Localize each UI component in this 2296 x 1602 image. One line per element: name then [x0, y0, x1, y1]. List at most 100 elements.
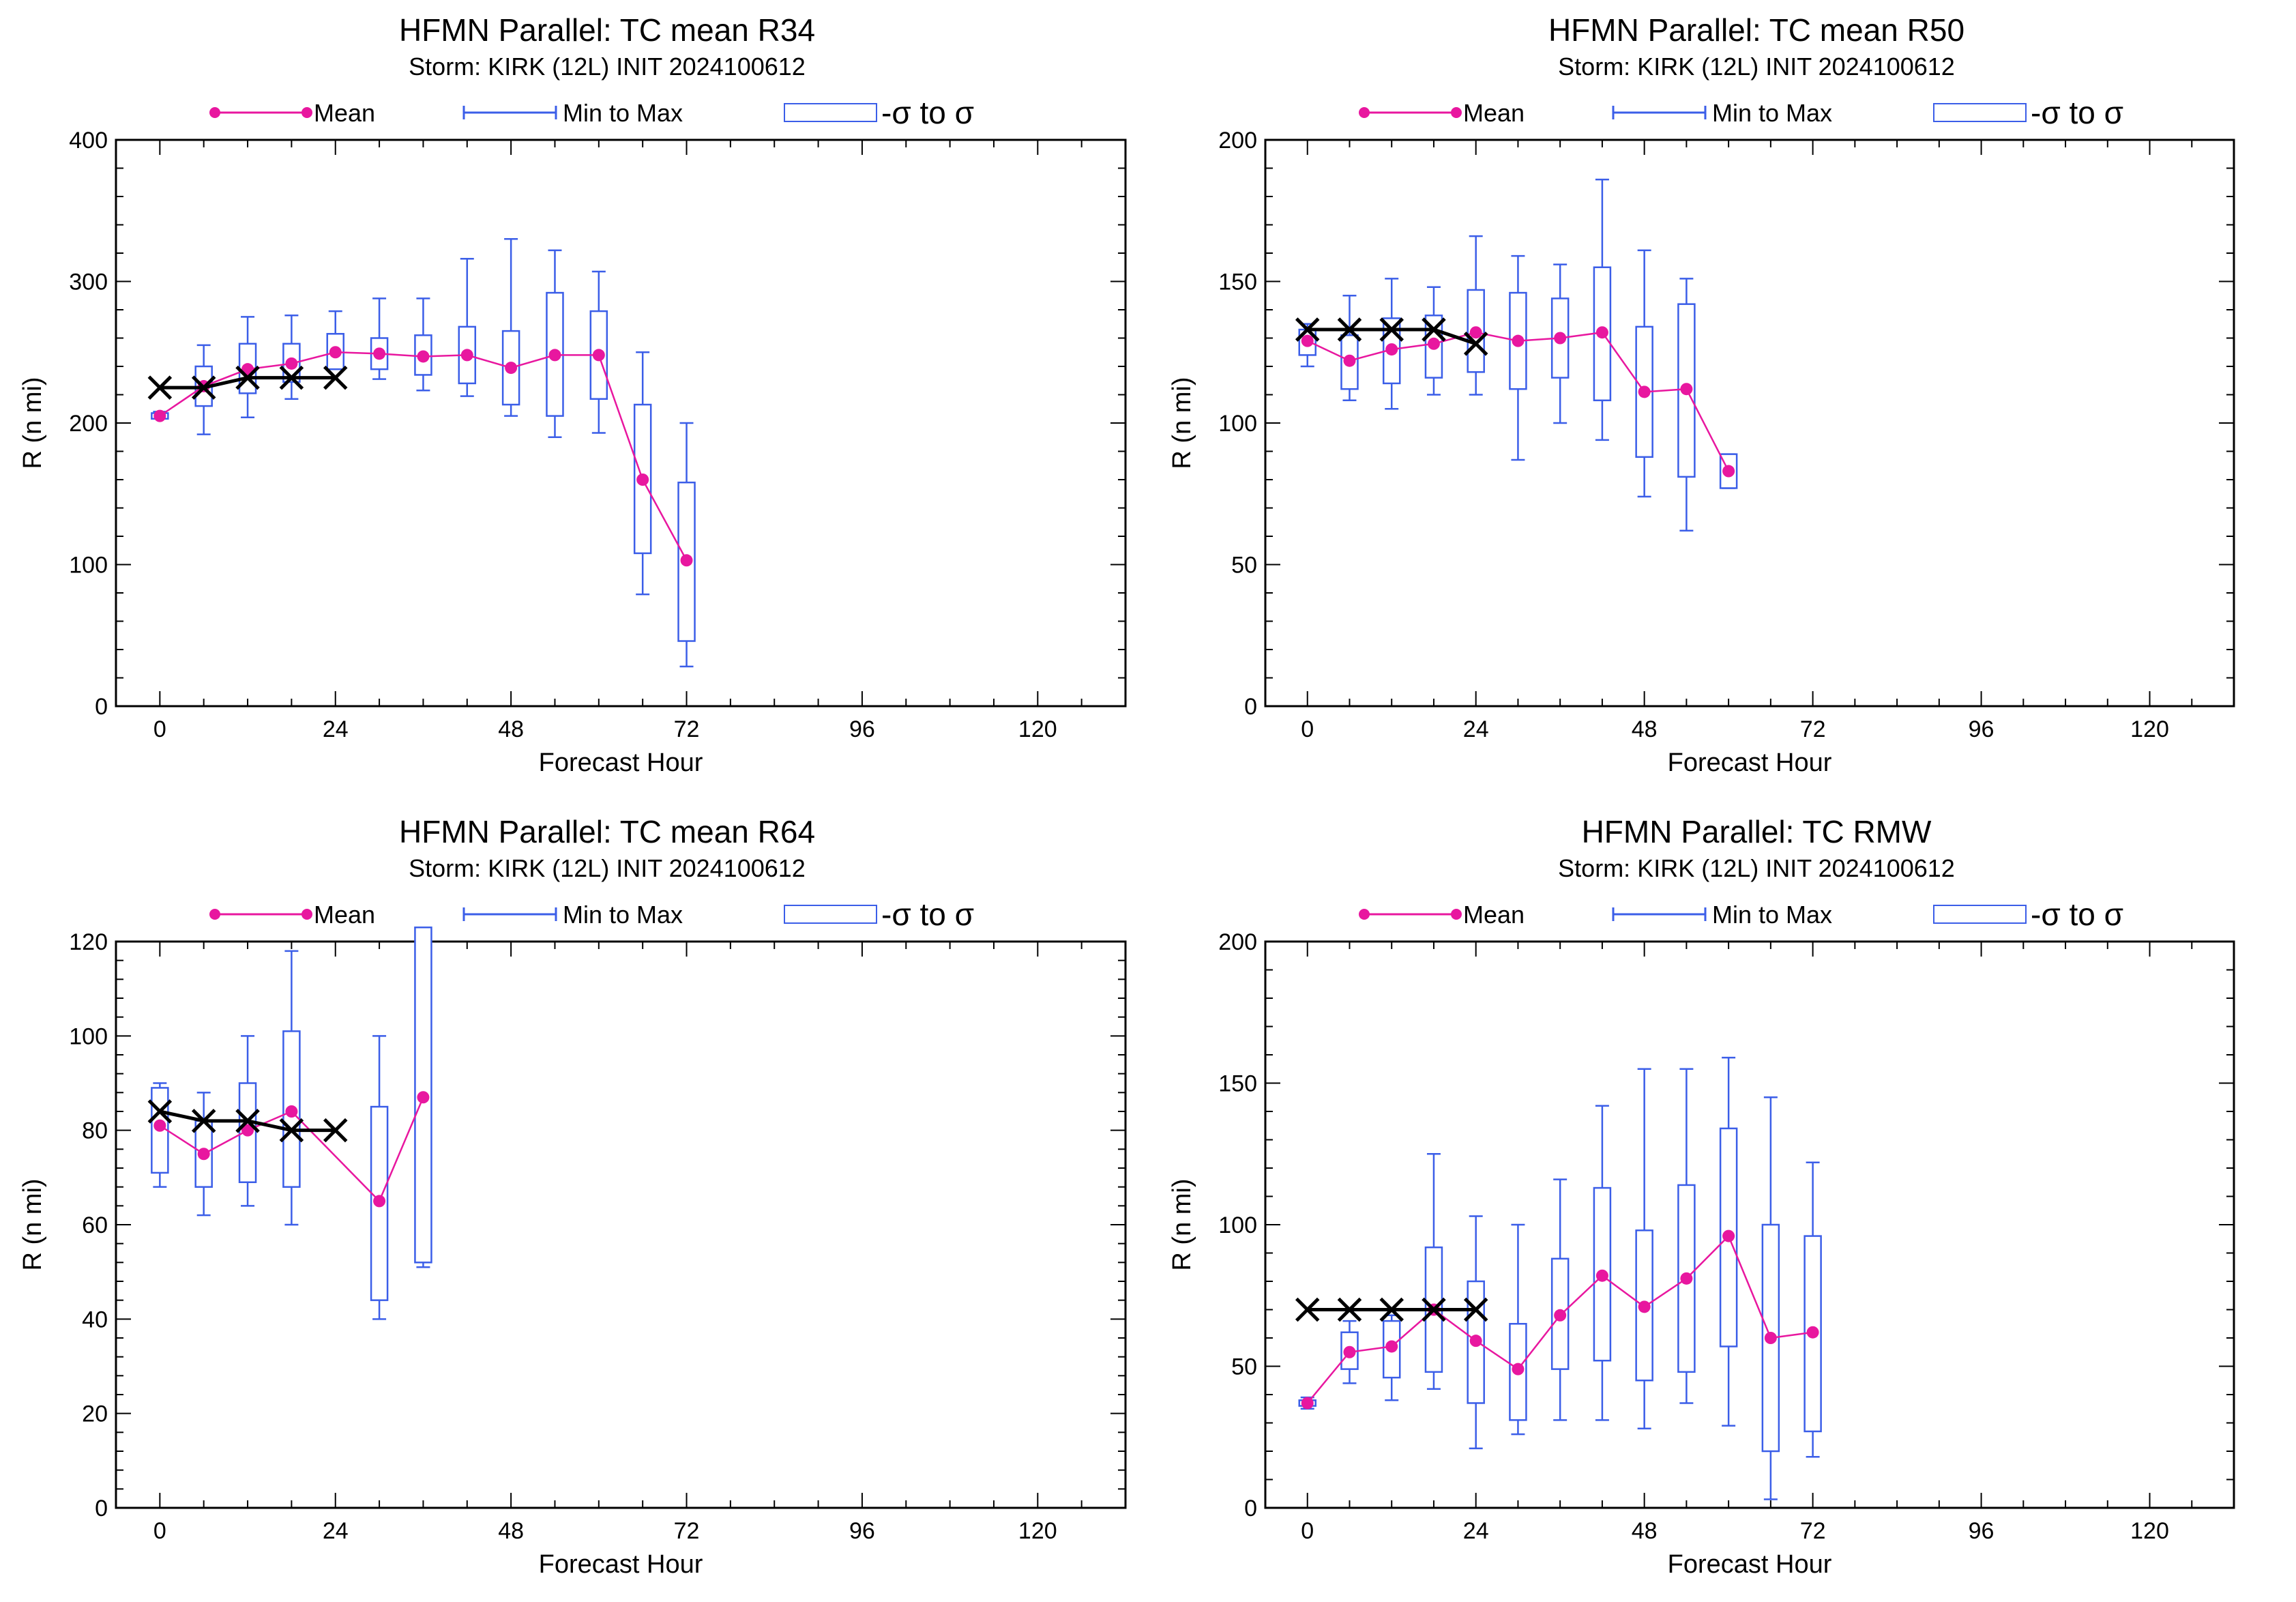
legend-range-label: Min to Max	[1712, 99, 1832, 127]
chart-subtitle: Storm: KIRK (12L) INIT 2024100612	[409, 854, 806, 882]
chart-panel-2: HFMN Parallel: TC mean R50 Storm: KIRK (1…	[1168, 12, 2235, 777]
y-tick-label: 200	[69, 411, 108, 437]
x-tick-label: 72	[674, 716, 700, 742]
y-tick-label: 100	[69, 553, 108, 579]
mean-point	[285, 357, 298, 370]
legend-mean-marker	[1359, 107, 1370, 118]
mean-point	[636, 474, 649, 486]
observed-marker-stroke	[147, 375, 173, 400]
observed-marker-stroke	[279, 365, 304, 390]
mean-point	[592, 349, 605, 362]
chart-subtitle: Storm: KIRK (12L) INIT 2024100612	[1558, 854, 1955, 882]
mean-point	[329, 346, 342, 359]
mean-point	[1638, 1300, 1651, 1313]
observed-marker	[1422, 1297, 1446, 1322]
y-tick-label: 0	[1244, 1496, 1257, 1521]
x-tick-label: 24	[323, 716, 349, 742]
chart-panel-3: HFMN Parallel: TC mean R64 Storm: KIRK (1…	[18, 814, 1127, 1579]
x-tick-label: 48	[498, 716, 524, 742]
mean-point	[1469, 326, 1482, 339]
y-tick-label: 100	[1218, 411, 1257, 437]
mean-point	[1806, 1326, 1819, 1339]
observed-marker	[1295, 1297, 1320, 1322]
observed-marker-stroke	[1379, 317, 1404, 342]
mean-point	[1680, 1272, 1693, 1285]
x-tick-label: 0	[1301, 1518, 1314, 1544]
mean-point	[1722, 1229, 1735, 1242]
mean-point	[505, 362, 518, 375]
observed-marker	[1463, 1297, 1488, 1322]
observed-marker-stroke	[1379, 1297, 1404, 1322]
mean-point	[1469, 1335, 1482, 1348]
observed-marker-stroke	[1295, 1297, 1320, 1322]
y-axis-label: R (n mi)	[1168, 1178, 1196, 1270]
legend-sigma-label: -σ to σ	[881, 95, 974, 130]
x-tick-label: 96	[1969, 1518, 1995, 1544]
observed-marker-stroke	[147, 1099, 173, 1124]
mean-point	[1427, 337, 1440, 350]
mean-point	[153, 1119, 166, 1132]
observed-marker-stroke	[1422, 317, 1446, 342]
observed-marker-stroke	[323, 1118, 348, 1143]
x-tick-label: 48	[1632, 1518, 1658, 1544]
mean-point	[1764, 1332, 1777, 1344]
mean-point	[548, 349, 561, 362]
y-tick-label: 150	[1218, 270, 1257, 295]
y-axis-label: R (n mi)	[18, 377, 47, 469]
chart-title: HFMN Parallel: TC mean R50	[1548, 12, 1964, 48]
legend-sigma-label: -σ to σ	[881, 897, 974, 932]
chart-title: HFMN Parallel: TC mean R64	[399, 814, 815, 849]
mean-point	[1554, 332, 1567, 345]
y-tick-label: 400	[69, 128, 108, 154]
mean-point	[197, 1148, 210, 1161]
mean-point	[1343, 1345, 1356, 1358]
observed-marker	[1295, 317, 1320, 342]
box-whisker	[151, 1082, 169, 1188]
mean-point	[1301, 334, 1314, 347]
x-axis-label: Forecast Hour	[1668, 1550, 1832, 1579]
legend-mean-marker	[209, 107, 220, 118]
x-tick-label: 96	[849, 716, 875, 742]
x-tick-label: 72	[674, 1518, 700, 1544]
x-tick-label: 24	[1463, 716, 1489, 742]
x-axis-label: Forecast Hour	[539, 1550, 703, 1579]
mean-point	[241, 1124, 254, 1137]
x-tick-label: 120	[1018, 1518, 1057, 1544]
observed-marker-stroke	[1337, 317, 1362, 342]
mean-line	[159, 1096, 424, 1203]
x-tick-label: 0	[153, 1518, 166, 1544]
y-tick-label: 100	[69, 1023, 108, 1049]
observed-marker	[1379, 1297, 1404, 1322]
x-axis-label: Forecast Hour	[1668, 748, 1832, 777]
x-tick-label: 48	[1632, 716, 1658, 742]
y-tick-label: 300	[69, 270, 108, 295]
legend-mean-marker	[301, 909, 312, 920]
legend: Mean Min to Max -σ to σ	[209, 897, 974, 932]
mean-point	[1512, 334, 1525, 347]
x-tick-label: 120	[2130, 716, 2169, 742]
y-tick-label: 50	[1231, 1354, 1257, 1380]
legend-sigma-label: -σ to σ	[2031, 95, 2123, 130]
legend-mean-label: Mean	[314, 99, 375, 127]
observed-marker	[147, 1099, 173, 1124]
y-tick-label: 50	[1231, 553, 1257, 579]
mean-point	[373, 1195, 386, 1208]
legend: Mean Min to Max -σ to σ	[1359, 95, 2123, 130]
legend-sigma-box	[1933, 905, 2027, 924]
observed-marker	[279, 1118, 304, 1143]
legend-range-label: Min to Max	[563, 901, 683, 929]
x-tick-label: 0	[1301, 716, 1314, 742]
x-tick-label: 24	[323, 1518, 349, 1544]
observed-marker-stroke	[1422, 1297, 1446, 1322]
y-tick-label: 200	[1218, 128, 1257, 154]
observed-marker-stroke	[279, 1118, 304, 1143]
mean-point	[285, 1105, 298, 1118]
x-tick-label: 72	[1800, 1518, 1826, 1544]
y-tick-label: 0	[95, 694, 108, 720]
mean-point	[1554, 1309, 1567, 1322]
observed-marker-stroke	[235, 365, 260, 390]
observed-marker	[235, 1109, 260, 1133]
observed-marker	[191, 375, 216, 400]
mean-point	[1512, 1363, 1525, 1375]
